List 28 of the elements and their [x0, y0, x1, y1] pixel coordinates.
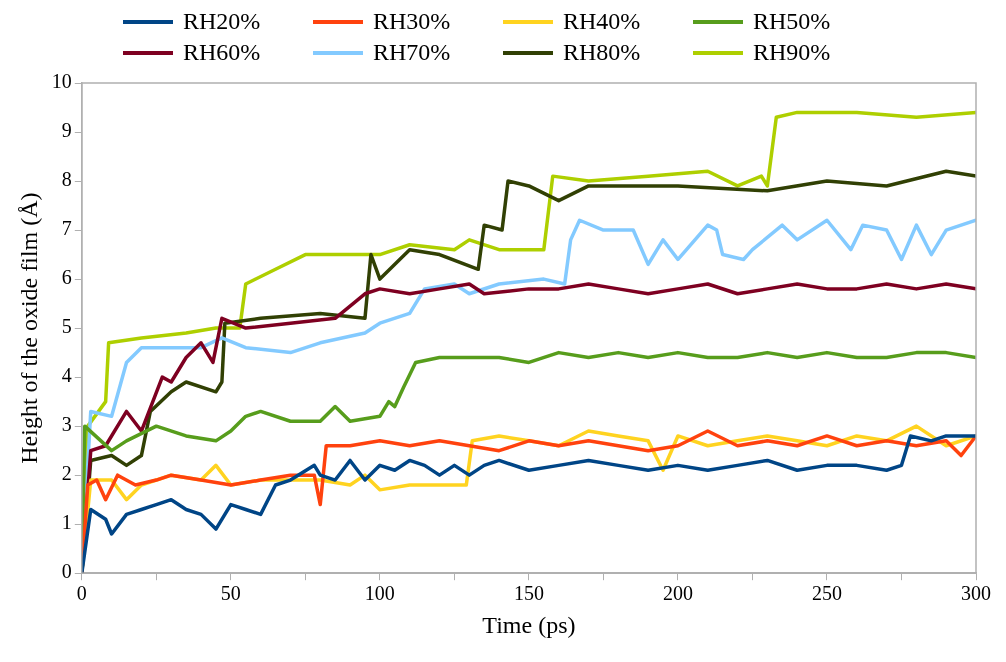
- x-tick-label: 100: [364, 582, 395, 605]
- y-tick-label: 4: [61, 364, 72, 387]
- legend-label: RH50%: [753, 8, 831, 35]
- legend-label: RH60%: [183, 39, 261, 66]
- legend-label: RH30%: [373, 8, 451, 35]
- y-tick-label: 0: [61, 560, 72, 583]
- y-tick-label: 1: [61, 511, 72, 534]
- y-tick-label: 8: [61, 168, 72, 191]
- x-tick-label: 150: [513, 582, 544, 605]
- legend-label: RH40%: [563, 8, 641, 35]
- y-tick-label: 6: [61, 266, 72, 289]
- x-tick-label: 50: [220, 582, 241, 605]
- x-axis-title: Time (ps): [482, 611, 576, 638]
- x-tick-label: 200: [662, 582, 693, 605]
- legend-label: RH80%: [563, 39, 641, 66]
- legend-label: RH20%: [183, 8, 261, 35]
- y-tick-label: 3: [61, 413, 72, 436]
- y-tick-label: 10: [51, 70, 72, 93]
- y-tick-label: 2: [61, 462, 72, 485]
- x-tick-label: 300: [961, 582, 991, 605]
- y-axis-title: Height of the oxide film (Å): [15, 192, 42, 464]
- y-tick-label: 7: [61, 217, 72, 240]
- y-tick-label: 9: [61, 119, 72, 142]
- y-tick-label: 5: [61, 315, 72, 338]
- legend-label: RH90%: [753, 39, 831, 66]
- legend-label: RH70%: [373, 39, 451, 66]
- x-tick-label: 0: [76, 582, 87, 605]
- x-tick-label: 250: [811, 582, 842, 605]
